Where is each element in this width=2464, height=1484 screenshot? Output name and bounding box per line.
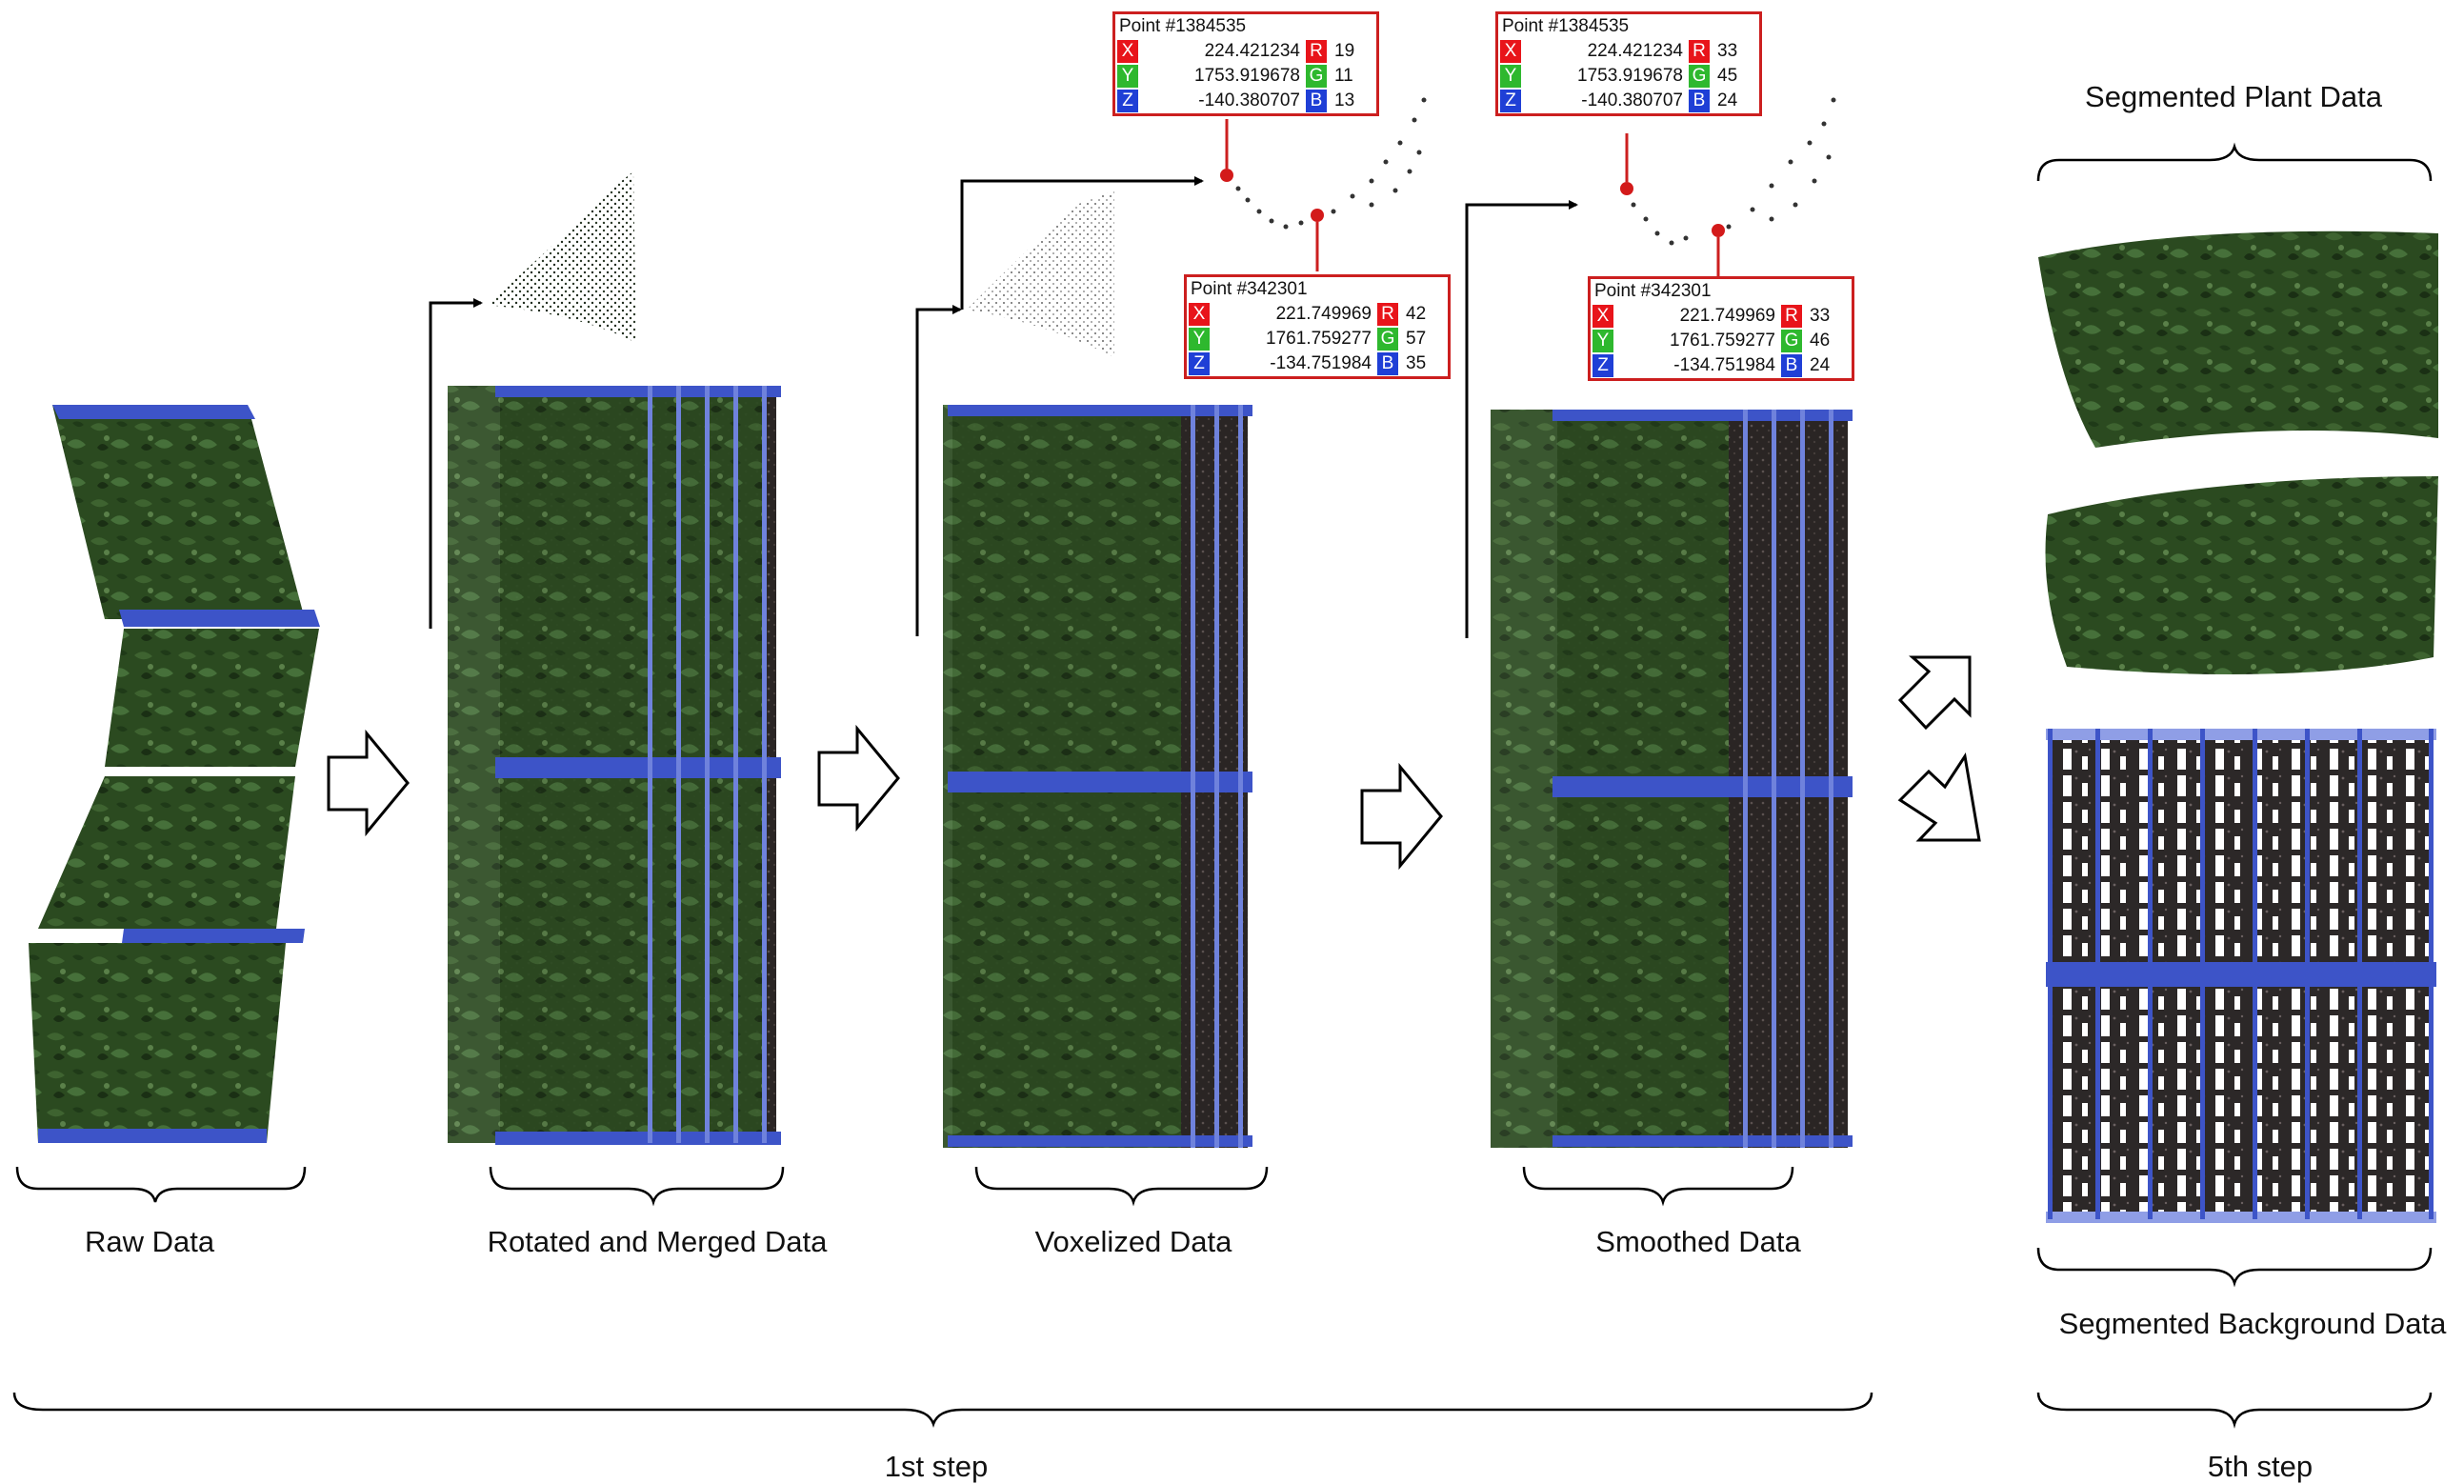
label-voxelized-data: Voxelized Data	[1034, 1225, 1232, 1258]
tooltip-title: Point #342301	[1191, 279, 1308, 299]
g-badge: G	[1377, 328, 1398, 351]
x-value: 224.421234	[1587, 41, 1683, 61]
b-badge: B	[1377, 352, 1398, 375]
tooltip-voxelized-point-a: Point #1384535 X 224.421234 R 19 Y 1753.…	[1112, 11, 1379, 116]
connector-arrow-rotated	[429, 298, 483, 629]
y-badge: Y	[1500, 65, 1521, 88]
b-value: 24	[1810, 355, 1831, 375]
segmented-plant-cloud	[2038, 231, 2438, 674]
tooltip-voxelized-point-b: Point #342301 X 221.749969 R 42 Y 1761.7…	[1184, 274, 1451, 379]
b-badge: B	[1781, 354, 1802, 377]
g-badge: G	[1781, 330, 1802, 352]
r-badge: R	[1306, 40, 1327, 63]
rotated-sketch-plant	[486, 171, 636, 343]
rotated-merged-cloud	[448, 386, 781, 1145]
tooltip-smoothed-point-a: Point #1384535 X 224.421234 R 33 Y 1753.…	[1495, 11, 1762, 116]
r-value: 33	[1717, 41, 1738, 61]
label-step-1: 1st step	[884, 1450, 989, 1483]
smoothed-cloud	[1491, 410, 1853, 1148]
block-arrow-down-right	[1897, 752, 1981, 842]
block-arrow-2	[817, 724, 900, 832]
voxelized-point-detail	[1220, 97, 1427, 271]
x-value: 224.421234	[1204, 41, 1300, 61]
x-value: 221.749969	[1679, 306, 1775, 326]
b-value: 13	[1334, 90, 1355, 110]
label-segmented-plant-data: Segmented Plant Data	[2085, 80, 2382, 113]
b-badge: B	[1306, 90, 1327, 112]
label-smoothed-data: Smoothed Data	[1595, 1225, 1801, 1258]
r-badge: R	[1689, 40, 1710, 63]
b-value: 35	[1406, 353, 1427, 373]
r-value: 42	[1406, 304, 1427, 324]
y-value: 1761.759277	[1670, 331, 1775, 351]
x-badge: X	[1117, 40, 1138, 63]
y-badge: Y	[1117, 65, 1138, 88]
z-value: -140.380707	[1198, 90, 1300, 110]
brace-smoothed	[1522, 1166, 1794, 1207]
voxelized-cloud	[943, 405, 1252, 1148]
z-value: -134.751984	[1673, 355, 1775, 375]
z-value: -140.380707	[1581, 90, 1683, 110]
label-rotated-merged-data: Rotated and Merged Data	[487, 1225, 828, 1258]
block-arrow-1	[327, 729, 410, 837]
z-value: -134.751984	[1270, 353, 1372, 373]
x-badge: X	[1593, 305, 1613, 328]
brace-step1	[12, 1392, 1873, 1428]
x-badge: X	[1500, 40, 1521, 63]
g-value: 45	[1717, 66, 1738, 86]
brace-plant	[2036, 142, 2433, 182]
connector-arrow-voxelized	[915, 176, 1204, 636]
brace-background	[2036, 1247, 2433, 1288]
tooltip-title: Point #342301	[1594, 281, 1712, 301]
block-arrow-up-right	[1897, 655, 1972, 731]
voxelized-sketch-plant	[967, 191, 1114, 357]
label-raw-data: Raw Data	[84, 1225, 215, 1258]
tooltip-title: Point #1384535	[1502, 16, 1630, 36]
g-value: 57	[1406, 329, 1427, 349]
z-badge: Z	[1189, 352, 1210, 375]
r-badge: R	[1781, 305, 1802, 328]
brace-rotated	[489, 1166, 785, 1207]
label-step-5: 5th step	[2207, 1450, 2314, 1483]
connector-arrow-smoothed	[1465, 200, 1578, 638]
tooltip-title: Point #1384535	[1119, 16, 1247, 36]
g-value: 46	[1810, 331, 1831, 351]
g-value: 11	[1334, 66, 1353, 86]
b-badge: B	[1689, 90, 1710, 112]
brace-raw	[15, 1166, 307, 1203]
tooltip-smoothed-point-b: Point #342301 X 221.749969 R 33 Y 1761.7…	[1588, 276, 1854, 381]
y-value: 1753.919678	[1577, 66, 1683, 86]
z-badge: Z	[1500, 90, 1521, 112]
smoothed-point-detail	[1620, 97, 1836, 281]
segmented-background-cloud	[2046, 729, 2436, 1223]
raw-data-cloud	[29, 405, 320, 1143]
label-segmented-background-data: Segmented Background Data	[2058, 1307, 2447, 1340]
r-badge: R	[1377, 303, 1398, 326]
y-badge: Y	[1593, 330, 1613, 352]
y-value: 1761.759277	[1266, 329, 1372, 349]
x-value: 221.749969	[1275, 304, 1372, 324]
block-arrow-3	[1360, 762, 1443, 871]
z-badge: Z	[1593, 354, 1613, 377]
x-badge: X	[1189, 303, 1210, 326]
g-badge: G	[1689, 65, 1710, 88]
r-value: 19	[1334, 41, 1355, 61]
g-badge: G	[1306, 65, 1327, 88]
y-badge: Y	[1189, 328, 1210, 351]
brace-step5	[2036, 1392, 2433, 1429]
y-value: 1753.919678	[1194, 66, 1300, 86]
brace-voxelized	[974, 1166, 1269, 1207]
r-value: 33	[1810, 306, 1831, 326]
z-badge: Z	[1117, 90, 1138, 112]
b-value: 24	[1717, 90, 1738, 110]
